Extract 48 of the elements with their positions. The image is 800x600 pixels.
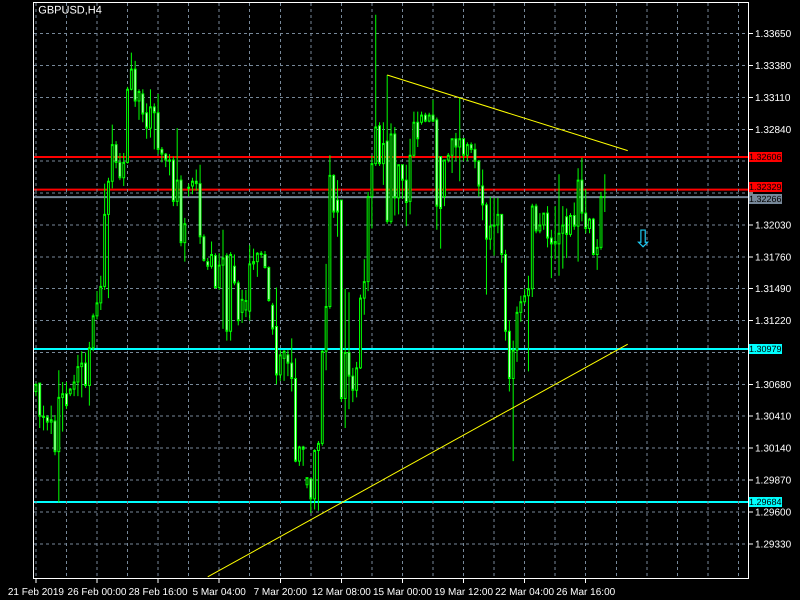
- candlestick: [282, 350, 286, 382]
- x-tick-label: 21 Feb 2019: [8, 587, 64, 598]
- candlestick: [386, 74, 389, 224]
- x-tick-label: 5 Mar 04:00: [192, 587, 246, 598]
- candlestick: [38, 382, 42, 429]
- candlestick: [275, 287, 278, 385]
- ref-line-label: 1.30979: [749, 344, 782, 354]
- x-tick-label: 7 Mar 20:00: [254, 587, 308, 598]
- x-tick-label: 12 Mar 08:00: [312, 587, 372, 598]
- y-tick-label: 1.32030: [755, 220, 792, 232]
- y-tick-label: 1.32840: [755, 124, 792, 136]
- ref-line-label: 1.32329: [749, 182, 782, 192]
- candlestick: [248, 244, 252, 322]
- candlestick: [558, 174, 560, 276]
- candlestick: [76, 354, 80, 397]
- x-tick-label: 26 Feb 00:00: [68, 587, 127, 598]
- y-tick-label: 1.33110: [755, 92, 791, 104]
- chart-title: GBPUSD,H4: [38, 4, 102, 17]
- candlestick: [302, 445, 305, 466]
- candlestick: [424, 112, 427, 123]
- y-tick-label: 1.31490: [755, 284, 792, 296]
- x-tick-label: 15 Mar 00:00: [372, 587, 432, 598]
- y-tick-label: 1.33380: [755, 61, 792, 72]
- y-tick-label: 1.31760: [755, 252, 792, 264]
- y-tick-label: 1.31220: [755, 316, 792, 328]
- annotation: ⇩: [633, 225, 654, 253]
- y-tick-label: 1.30680: [755, 380, 792, 391]
- ref-line-label: 1.32606: [749, 152, 782, 162]
- candlestick: [57, 370, 60, 503]
- y-tick-label: 1.33650: [755, 29, 792, 40]
- ref-line-label: 1.29684: [749, 497, 782, 507]
- candlestick: [80, 350, 84, 398]
- x-tick-label: 22 Mar 04:00: [495, 587, 555, 598]
- candlestick: [256, 252, 259, 278]
- candlestick: [466, 142, 469, 162]
- ref-line-label: 1.32266: [749, 194, 782, 204]
- x-tick-label: 26 Mar 16:00: [556, 587, 616, 598]
- y-tick-label: 1.30140: [755, 444, 792, 455]
- x-tick-label: 19 Mar 12:00: [434, 587, 494, 598]
- y-tick-label: 1.30410: [755, 412, 792, 423]
- x-tick-label: 28 Feb 16:00: [128, 587, 188, 598]
- candlestick: [492, 197, 496, 256]
- candlestick: [458, 96, 462, 182]
- y-tick-label: 1.29330: [755, 539, 792, 550]
- candlestick: [187, 183, 190, 198]
- candlestick: [229, 252, 232, 342]
- y-tick-label: 1.29600: [755, 507, 792, 518]
- y-tick-label: 1.29870: [755, 476, 792, 486]
